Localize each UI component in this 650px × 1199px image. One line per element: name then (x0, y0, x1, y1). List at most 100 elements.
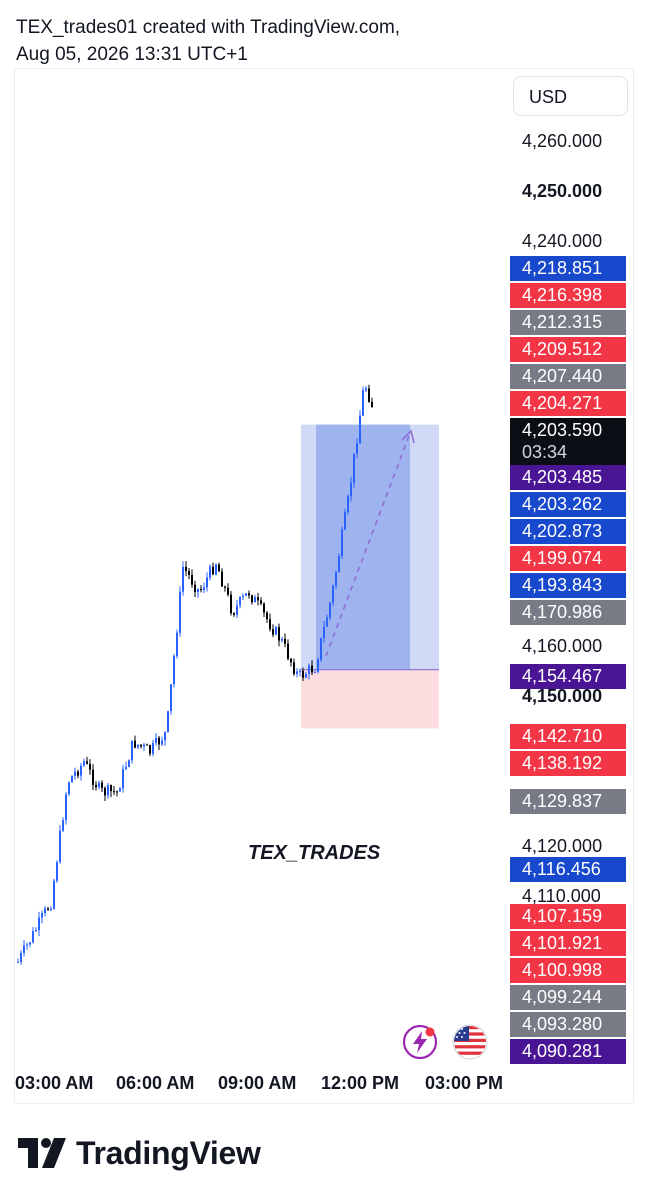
candle (41, 910, 43, 924)
price-axis-label: 4,150.000 (522, 686, 603, 706)
candle (71, 775, 73, 783)
price-tag: 4,129.837 (510, 789, 626, 814)
candle (164, 731, 166, 746)
candle (278, 623, 280, 647)
candle (203, 582, 205, 594)
candle (293, 658, 295, 676)
candle (350, 476, 352, 502)
candle (284, 633, 286, 648)
candle (92, 764, 94, 791)
candle (272, 624, 274, 638)
candle (158, 735, 160, 751)
candle (290, 657, 292, 667)
chart-frame[interactable] (14, 68, 634, 1104)
tradingview-logo-icon (18, 1138, 66, 1168)
price-tag: 4,100.998 (510, 958, 626, 983)
candle (62, 817, 64, 833)
candle (230, 591, 232, 616)
price-tag: 4,202.873 (510, 519, 626, 544)
candle (38, 911, 40, 936)
candle (236, 600, 238, 619)
candle (227, 583, 229, 597)
brand-name: TradingView (76, 1135, 261, 1171)
candle (86, 756, 88, 765)
candles (17, 384, 373, 965)
time-tick: 12:00 PM (321, 1073, 400, 1093)
candle (305, 671, 307, 679)
candle (59, 825, 61, 864)
candle (50, 906, 52, 912)
us-flag-icon[interactable] (452, 1024, 488, 1060)
candle (296, 668, 298, 678)
time-tick: 09:00 AM (218, 1073, 297, 1093)
price-tag: 4,204.271 (510, 391, 626, 416)
currency-selector[interactable]: USD (513, 76, 628, 116)
candle (254, 594, 256, 603)
candle (44, 906, 46, 917)
candle (170, 684, 172, 715)
watermark-text: TEX_TRADES (248, 842, 381, 864)
candle (77, 769, 79, 779)
price-tag: 4,107.159 (510, 904, 626, 929)
candle (98, 780, 100, 790)
candle (341, 526, 343, 559)
candle (221, 568, 223, 587)
candle (320, 637, 322, 662)
price-tag: 4,154.467 (510, 664, 626, 689)
candle (302, 667, 304, 681)
lightning-icon[interactable] (402, 1024, 438, 1060)
candle (107, 782, 109, 799)
price-tag: 4,203.262 (510, 492, 626, 517)
candle (116, 790, 118, 797)
candle (368, 384, 370, 403)
candle (122, 764, 124, 793)
candle (218, 562, 220, 572)
loss-zone[interactable] (301, 669, 439, 729)
candle (155, 733, 157, 746)
candle (29, 941, 31, 948)
candle (209, 564, 211, 581)
price-tag: 4,142.710 (510, 724, 626, 749)
candle (95, 781, 97, 791)
candle (83, 758, 85, 768)
price-axis-label: 4,240.000 (522, 231, 603, 251)
candle (332, 584, 334, 606)
price-tag: 4,170.986 (510, 600, 626, 625)
time-tick: 06:00 AM (116, 1073, 195, 1093)
candle (23, 939, 25, 957)
candle (32, 926, 34, 944)
candle (80, 762, 82, 781)
candle (248, 590, 250, 599)
candle (101, 780, 103, 793)
candle (134, 735, 136, 749)
candle (239, 596, 241, 609)
candle (65, 791, 67, 825)
candle (161, 736, 163, 747)
price-tag: 4,203.590 03:34 (510, 418, 626, 465)
header-line-1: TEX_trades01 created with TradingView.co… (16, 17, 401, 38)
price-axis-label: 4,110.000 (522, 886, 601, 906)
candle (263, 602, 265, 617)
candle (314, 669, 316, 674)
candle (74, 767, 76, 780)
candle (194, 580, 196, 598)
candle (245, 593, 247, 597)
candle (149, 744, 151, 757)
candle (188, 567, 190, 580)
candle (20, 950, 22, 965)
candle (191, 569, 193, 588)
candle (143, 742, 145, 752)
candle (146, 743, 148, 746)
candle (173, 653, 175, 688)
candle (251, 594, 253, 605)
profit-zone-filled[interactable] (316, 424, 410, 670)
currency-label: USD (529, 87, 568, 107)
time-tick: 03:00 PM (425, 1073, 504, 1093)
price-tag: 4,101.921 (510, 931, 626, 956)
candle (89, 759, 91, 775)
candle (275, 625, 277, 636)
candle (224, 585, 226, 592)
candle (167, 710, 169, 733)
candle (119, 786, 121, 792)
